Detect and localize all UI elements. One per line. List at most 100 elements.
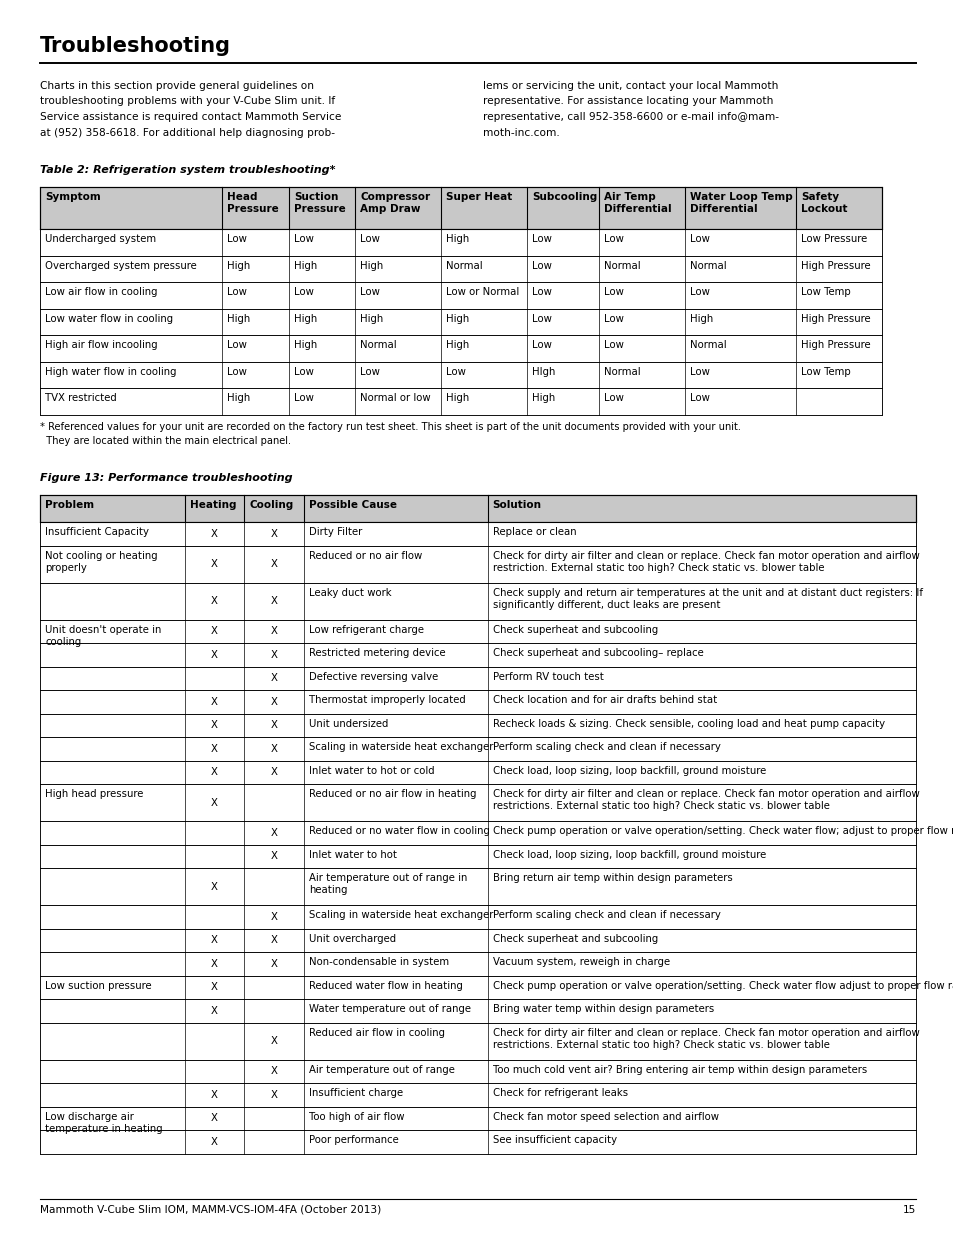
Text: Low Temp: Low Temp xyxy=(801,287,850,296)
Bar xyxy=(40,667,915,690)
Text: Heating: Heating xyxy=(190,499,235,510)
Text: Dirty Filter: Dirty Filter xyxy=(309,527,361,537)
Text: X: X xyxy=(211,626,217,636)
Text: X: X xyxy=(270,529,277,538)
Text: X: X xyxy=(270,935,277,945)
Text: Defective reversing valve: Defective reversing valve xyxy=(309,672,437,682)
Text: Check superheat and subcooling– replace: Check superheat and subcooling– replace xyxy=(492,648,702,658)
Text: X: X xyxy=(270,1036,277,1046)
Text: Low: Low xyxy=(532,261,552,270)
Text: Not cooling or heating
properly: Not cooling or heating properly xyxy=(45,551,157,573)
Bar xyxy=(40,845,915,868)
Text: High: High xyxy=(689,314,712,324)
Text: Compressor
Amp Draw: Compressor Amp Draw xyxy=(360,191,430,214)
Text: Check for dirty air filter and clean or replace. Check fan motor operation and a: Check for dirty air filter and clean or … xyxy=(492,789,919,811)
Text: Problem: Problem xyxy=(45,499,94,510)
Text: Head
Pressure: Head Pressure xyxy=(227,191,278,214)
Bar xyxy=(40,1023,915,1060)
Text: Low discharge air
temperature in heating: Low discharge air temperature in heating xyxy=(45,1112,162,1134)
Text: X: X xyxy=(211,982,217,992)
Text: Solution: Solution xyxy=(492,499,541,510)
Text: Check pump operation or valve operation/setting. Check water flow adjust to prop: Check pump operation or valve operation/… xyxy=(492,981,953,990)
Text: Insufficient charge: Insufficient charge xyxy=(309,1088,402,1098)
Text: Low: Low xyxy=(532,314,552,324)
Text: Check location and for air drafts behind stat: Check location and for air drafts behind… xyxy=(492,695,716,705)
Text: Air Temp
Differential: Air Temp Differential xyxy=(603,191,671,214)
Text: They are located within the main electrical panel.: They are located within the main electri… xyxy=(40,436,291,446)
Text: X: X xyxy=(211,798,217,808)
Text: Check superheat and subcooling: Check superheat and subcooling xyxy=(492,625,658,635)
Text: X: X xyxy=(270,743,277,753)
Text: High Pressure: High Pressure xyxy=(801,340,870,350)
Text: * Referenced values for your unit are recorded on the factory run test sheet. Th: * Referenced values for your unit are re… xyxy=(40,421,740,431)
Bar xyxy=(40,1083,915,1107)
Text: Low suction pressure: Low suction pressure xyxy=(45,981,152,990)
Bar xyxy=(40,309,881,335)
Text: Low: Low xyxy=(294,393,314,403)
Text: Mammoth V-Cube Slim IOM, MAMM-VCS-IOM-4FA (October 2013): Mammoth V-Cube Slim IOM, MAMM-VCS-IOM-4F… xyxy=(40,1205,381,1215)
Text: Inlet water to hot or cold: Inlet water to hot or cold xyxy=(309,766,434,776)
Text: Normal: Normal xyxy=(360,340,396,350)
Text: Low: Low xyxy=(294,233,314,245)
Text: Low: Low xyxy=(227,287,247,296)
Text: Low: Low xyxy=(360,367,380,377)
Text: Low air flow in cooling: Low air flow in cooling xyxy=(45,287,157,296)
Text: X: X xyxy=(270,767,277,777)
Text: X: X xyxy=(211,529,217,538)
Text: Cooling: Cooling xyxy=(249,499,294,510)
Text: X: X xyxy=(211,743,217,753)
Text: Suction
Pressure: Suction Pressure xyxy=(294,191,345,214)
Text: X: X xyxy=(270,911,277,921)
Text: Low: Low xyxy=(227,233,247,245)
Bar xyxy=(40,643,915,667)
Text: Water Loop Temp
Differential: Water Loop Temp Differential xyxy=(689,191,792,214)
Text: Low: Low xyxy=(532,287,552,296)
Text: representative. For assistance locating your Mammoth: representative. For assistance locating … xyxy=(482,96,773,106)
Bar xyxy=(40,905,915,929)
Text: Check pump operation or valve operation/setting. Check water flow; adjust to pro: Check pump operation or valve operation/… xyxy=(492,826,953,836)
Text: Low: Low xyxy=(532,233,552,245)
Text: Symptom: Symptom xyxy=(45,191,101,203)
Text: Low: Low xyxy=(603,233,623,245)
Text: Bring return air temp within design parameters: Bring return air temp within design para… xyxy=(492,873,732,883)
Text: Undercharged system: Undercharged system xyxy=(45,233,156,245)
Text: Check load, loop sizing, loop backfill, ground moisture: Check load, loop sizing, loop backfill, … xyxy=(492,766,765,776)
Bar xyxy=(40,821,915,845)
Text: Bring water temp within design parameters: Bring water temp within design parameter… xyxy=(492,1004,713,1014)
Bar xyxy=(40,583,915,620)
Bar xyxy=(40,929,915,952)
Text: Low water flow in cooling: Low water flow in cooling xyxy=(45,314,172,324)
Bar xyxy=(40,335,881,362)
Text: Normal: Normal xyxy=(689,340,725,350)
Text: Low: Low xyxy=(689,287,709,296)
Text: Low: Low xyxy=(227,340,247,350)
Text: Safety
Lockout: Safety Lockout xyxy=(801,191,846,214)
Text: Low: Low xyxy=(603,314,623,324)
Text: X: X xyxy=(211,935,217,945)
Text: High: High xyxy=(532,393,555,403)
Text: Normal: Normal xyxy=(603,367,639,377)
Text: X: X xyxy=(211,767,217,777)
Text: X: X xyxy=(270,559,277,569)
Text: See insufficient capacity: See insufficient capacity xyxy=(492,1135,616,1145)
Text: Low or Normal: Low or Normal xyxy=(446,287,519,296)
Text: Thermostat improperly located: Thermostat improperly located xyxy=(309,695,465,705)
Text: High head pressure: High head pressure xyxy=(45,789,143,799)
Text: Low: Low xyxy=(360,287,380,296)
Text: at (952) 358-6618. For additional help diagnosing prob-: at (952) 358-6618. For additional help d… xyxy=(40,127,335,137)
Text: Low: Low xyxy=(603,393,623,403)
Bar xyxy=(40,1107,915,1130)
Text: X: X xyxy=(211,882,217,892)
Text: X: X xyxy=(211,1005,217,1015)
Text: representative, call 952-358-6600 or e-mail info@mam-: representative, call 952-358-6600 or e-m… xyxy=(482,112,779,122)
Text: Scaling in waterside heat exchanger: Scaling in waterside heat exchanger xyxy=(309,742,493,752)
Text: Troubleshooting: Troubleshooting xyxy=(40,36,231,56)
Text: X: X xyxy=(211,1089,217,1099)
Bar xyxy=(40,690,915,714)
Bar xyxy=(40,256,881,282)
Bar xyxy=(40,620,915,643)
Text: Unit doesn't operate in
cooling: Unit doesn't operate in cooling xyxy=(45,625,161,646)
Text: Low Pressure: Low Pressure xyxy=(801,233,866,245)
Text: Air temperature out of range: Air temperature out of range xyxy=(309,1065,454,1074)
Text: X: X xyxy=(270,626,277,636)
